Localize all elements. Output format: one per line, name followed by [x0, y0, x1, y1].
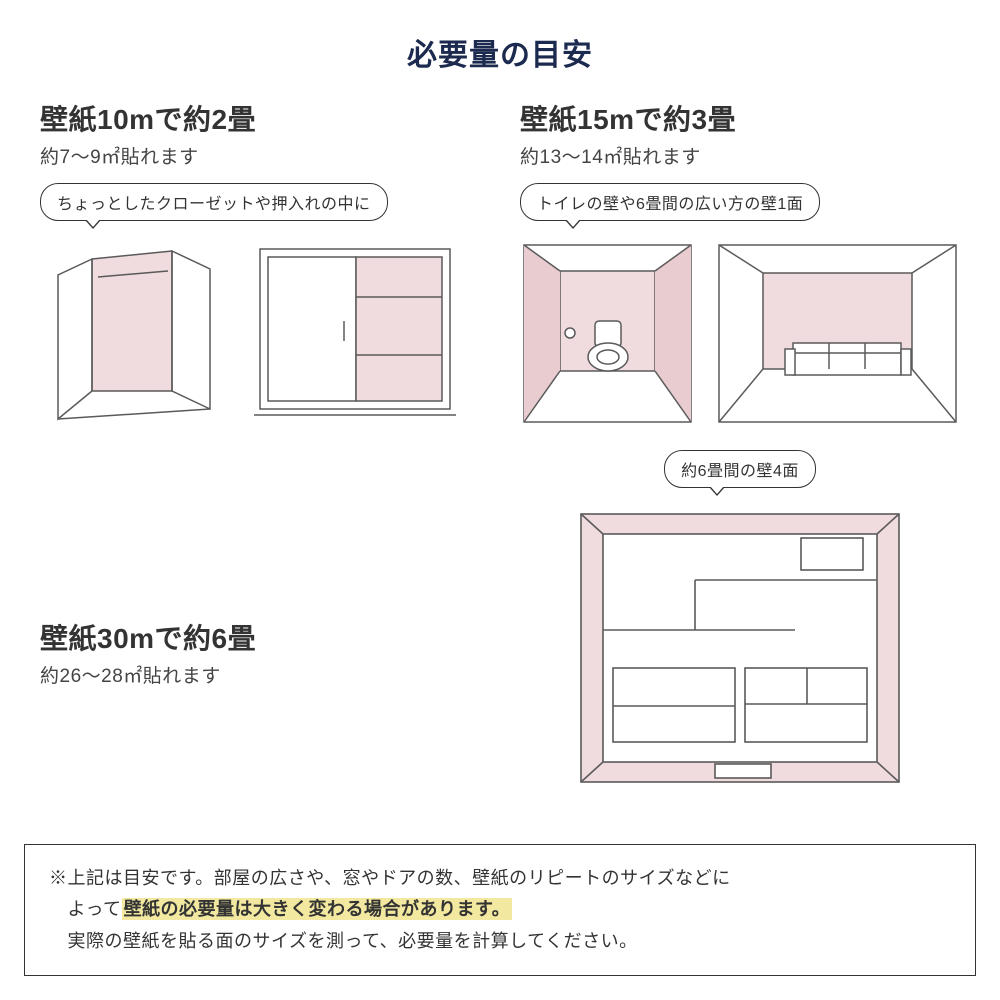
section-floorplan: 約6畳間の壁4面 [520, 450, 960, 788]
note-line-3-text: 実際の壁紙を貼る面のサイズを測って、必要量を計算してください。 [68, 931, 638, 951]
section-10m: 壁紙10mで約2畳 約7〜9㎡貼れます ちょっとしたクローゼットや押入れの中に [40, 98, 480, 426]
note-highlight: 壁紙の必要量は大きく変わる場合があります。 [122, 898, 513, 920]
heading-10m: 壁紙10mで約2畳 [40, 98, 480, 138]
illus-15m [520, 241, 960, 426]
sub-15m: 約13〜14㎡貼れます [520, 142, 960, 169]
sub-30m: 約26〜28㎡貼れます [40, 661, 480, 688]
closet-open-icon [40, 241, 230, 421]
heading-15m: 壁紙15mで約3畳 [520, 98, 960, 138]
note-line-2-pre: よって [68, 899, 122, 919]
note-line-1: ※上記は目安です。部屋の広さや、窓やドアの数、壁紙のリピートのサイズなどに [49, 863, 951, 895]
note-box: ※上記は目安です。部屋の広さや、窓やドアの数、壁紙のリピートのサイズなどに よっ… [24, 844, 976, 977]
content-grid: 壁紙10mで約2畳 約7〜9㎡貼れます ちょっとしたクローゼットや押入れの中に [0, 98, 1000, 788]
sliding-closet-icon [250, 241, 460, 421]
illus-10m [40, 241, 480, 421]
section-30m: 壁紙30mで約6畳 約26〜28㎡貼れます [40, 450, 480, 788]
section-15m: 壁紙15mで約3畳 約13〜14㎡貼れます トイレの壁や6畳間の広い方の壁1面 [520, 98, 960, 426]
sub-10m: 約7〜9㎡貼れます [40, 142, 480, 169]
heading-30m: 壁紙30mで約6畳 [40, 617, 480, 657]
living-room-icon [715, 241, 960, 426]
bubble-15m: トイレの壁や6畳間の広い方の壁1面 [520, 183, 820, 221]
page-title: 必要量の目安 [0, 0, 1000, 98]
note-line-2: よって壁紙の必要量は大きく変わる場合があります。 [49, 894, 951, 926]
toilet-room-icon [520, 241, 695, 426]
floorplan-icon [575, 508, 905, 788]
bubble-10m: ちょっとしたクローゼットや押入れの中に [40, 183, 388, 221]
note-line-3: 実際の壁紙を貼る面のサイズを測って、必要量を計算してください。 [49, 926, 951, 958]
bubble-floor: 約6畳間の壁4面 [664, 450, 816, 488]
